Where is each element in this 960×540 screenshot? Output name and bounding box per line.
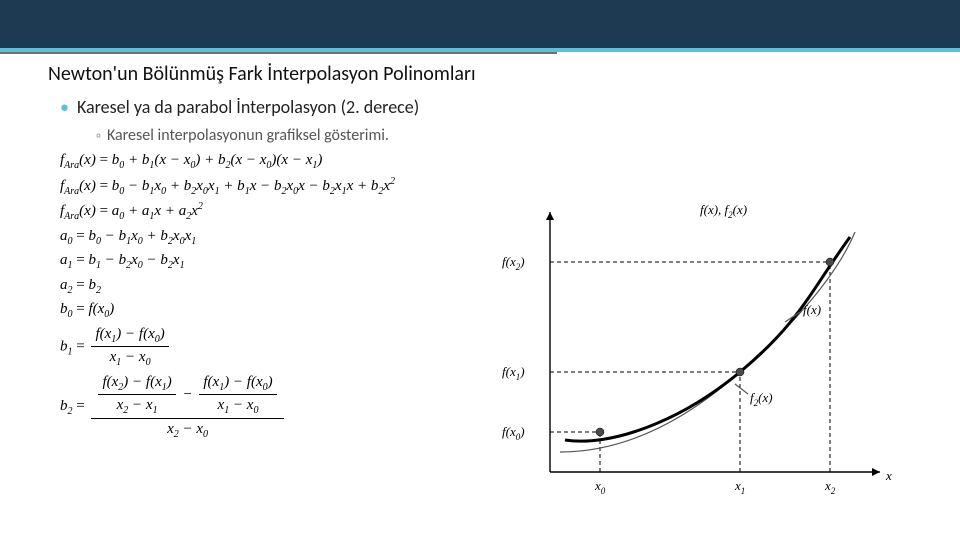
page-title: Newton'un Bölünmüş Fark İnterpolasyon Po… [48, 62, 476, 86]
x-axis-label: x [885, 468, 892, 483]
formula-block: fAra(x) = b0 + b1(x − x0) + b2(x − x0)(x… [60, 148, 395, 443]
point-x1 [736, 368, 744, 376]
formula-b2: b2 = f(x2) − f(x1) x2 − x1 − f(x1) − f(x… [60, 372, 395, 442]
label-fx: f(x) [803, 302, 821, 317]
formula-a0: a0 = b0 − b1x0 + b2x0x1 [60, 226, 395, 249]
svg-text:f(x1): f(x1) [502, 364, 525, 382]
svg-text:x1: x1 [734, 478, 745, 496]
formula-line-3: fAra(x) = a0 + a1x + a2x2 [60, 200, 395, 224]
point-x2 [826, 258, 834, 266]
svg-text:f(x0): f(x0) [502, 424, 525, 442]
header-bar [0, 0, 960, 48]
y-axis-label: f(x), f2(x) [700, 202, 747, 220]
bullet-sub: Karesel interpolasyonun grafiksel göster… [96, 126, 389, 145]
header-accent [0, 48, 960, 52]
bullet-main: Karesel ya da parabol İnterpolasyon (2. … [60, 96, 419, 118]
formula-a2: a2 = b2 [60, 275, 395, 298]
svg-text:x0: x0 [594, 478, 606, 496]
formula-b0: b0 = f(x0) [60, 299, 395, 322]
formula-b1: b1 = f(x1) − f(x0) x1 − x0 [60, 324, 395, 370]
formula-a1: a1 = b1 − b2x0 − b2x1 [60, 250, 395, 273]
curve-f2x [560, 232, 855, 452]
y-axis-arrow [546, 212, 554, 220]
svg-text:x2: x2 [824, 478, 836, 496]
label-f2x: f2(x) [750, 390, 773, 408]
formula-line-1: fAra(x) = b0 + b1(x − x0) + b2(x − x0)(x… [60, 150, 395, 173]
curve-fx [565, 237, 850, 441]
formula-line-2: fAra(x) = b0 − b1x0 + b2x0x1 + b1x − b2x… [60, 175, 395, 199]
interpolation-chart: x0 x1 x2 x f(x0) f(x1) f(x2) f(x), f2(x)… [500, 192, 900, 512]
point-x0 [596, 428, 604, 436]
x-axis-arrow [872, 468, 880, 476]
svg-text:f(x2): f(x2) [502, 254, 525, 272]
